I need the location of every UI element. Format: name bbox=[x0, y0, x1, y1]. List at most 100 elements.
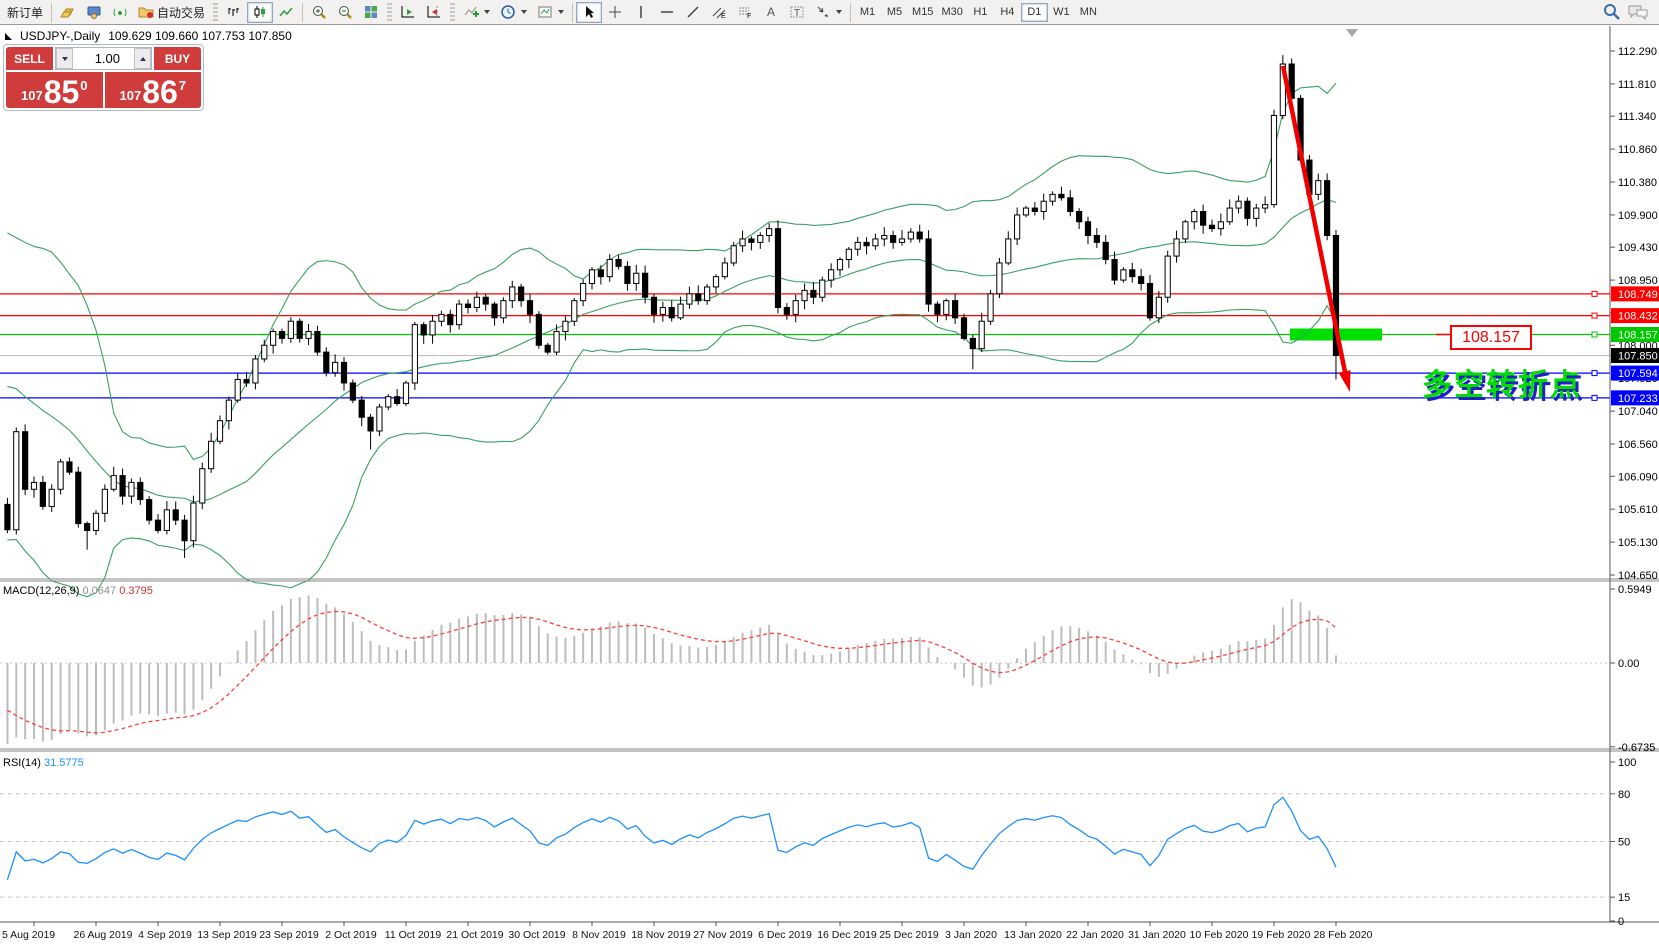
template-icon bbox=[538, 6, 552, 18]
toolbar-separator bbox=[51, 2, 53, 22]
red-down-arrow[interactable] bbox=[1280, 65, 1351, 392]
search-icon[interactable] bbox=[1603, 3, 1621, 21]
svg-text:112.290: 112.290 bbox=[1618, 46, 1657, 58]
fibonacci-tool-button[interactable]: F bbox=[732, 2, 758, 23]
svg-text:10 Feb 2020: 10 Feb 2020 bbox=[1189, 929, 1248, 941]
svg-text:-0.6735: -0.6735 bbox=[1618, 742, 1655, 754]
svg-text:110.860: 110.860 bbox=[1618, 144, 1657, 156]
equidistant-channel-icon: E bbox=[712, 7, 726, 20]
line-chart-button[interactable] bbox=[273, 2, 299, 23]
svg-text:16 Dec 2019: 16 Dec 2019 bbox=[817, 929, 877, 941]
svg-text:F: F bbox=[747, 13, 751, 20]
price-badge: 107.594 bbox=[1611, 365, 1659, 381]
svg-text:18 Nov 2019: 18 Nov 2019 bbox=[631, 929, 691, 941]
chart-shift-marker[interactable] bbox=[1346, 29, 1358, 37]
signals-button[interactable] bbox=[107, 2, 133, 23]
volume-decrease-button[interactable] bbox=[56, 48, 73, 69]
svg-text:0: 0 bbox=[1618, 916, 1624, 928]
svg-text:104.650: 104.650 bbox=[1618, 570, 1658, 582]
chart-expand-icon[interactable] bbox=[5, 32, 12, 40]
rsi-indicator-label: RSI(14) 31.5775 bbox=[3, 757, 84, 769]
dropdown-caret-icon bbox=[521, 10, 528, 14]
buy-price-button[interactable]: 107 86 7 bbox=[104, 72, 201, 108]
new-order-button[interactable]: 新订单 bbox=[2, 2, 48, 23]
text-label-tool-button[interactable]: T bbox=[784, 2, 810, 23]
signal-broadcast-icon bbox=[113, 8, 127, 17]
chinese-annotation[interactable]: 多空转折点 bbox=[1422, 368, 1582, 403]
sell-price-button[interactable]: 107 85 0 bbox=[6, 72, 103, 108]
text-icon: A bbox=[767, 5, 775, 19]
timeframe-W1[interactable]: W1 bbox=[1048, 3, 1075, 22]
svg-text:0.5949: 0.5949 bbox=[1618, 584, 1652, 596]
channel-tool-button[interactable]: E bbox=[706, 2, 732, 23]
one-click-trading-panel: SELL 1.00 BUY 107 85 0 107 86 7 bbox=[3, 44, 204, 111]
vertical-line-tool-button[interactable] bbox=[628, 2, 654, 23]
svg-text:22 Jan 2020: 22 Jan 2020 bbox=[1066, 929, 1124, 941]
price-axis: 112.290 111.810 111.340 110.860 110.380 109.9… bbox=[1610, 46, 1659, 928]
up-arrow-icon bbox=[139, 56, 146, 61]
chart-shift-button[interactable] bbox=[421, 2, 447, 23]
volume-increase-button[interactable] bbox=[134, 48, 151, 69]
bollinger-upper-band bbox=[7, 82, 1337, 461]
bar-chart-button[interactable] bbox=[221, 2, 247, 23]
zoom-out-button[interactable] bbox=[332, 2, 358, 23]
line-handle[interactable] bbox=[1591, 370, 1598, 377]
price-level-callout[interactable]: 108.157 bbox=[1450, 325, 1532, 350]
tile-windows-button[interactable] bbox=[358, 2, 384, 23]
svg-text:A: A bbox=[767, 5, 775, 19]
crosshair-tool-button[interactable] bbox=[602, 2, 628, 23]
toolbar-grip bbox=[450, 3, 456, 21]
arrows-icon bbox=[817, 6, 829, 17]
bar-chart-icon bbox=[228, 8, 240, 16]
svg-text:26 Aug 2019: 26 Aug 2019 bbox=[74, 929, 133, 941]
svg-text:13 Jan 2020: 13 Jan 2020 bbox=[1004, 929, 1062, 941]
timeframe-H4[interactable]: H4 bbox=[994, 3, 1021, 22]
cursor-tool-button[interactable] bbox=[576, 1, 603, 23]
svg-text:50: 50 bbox=[1618, 837, 1630, 849]
svg-text:107.040: 107.040 bbox=[1618, 406, 1658, 418]
text-label-icon: T bbox=[790, 6, 804, 19]
timeframe-H1[interactable]: H1 bbox=[967, 3, 994, 22]
timeframe-M15[interactable]: M15 bbox=[908, 3, 937, 22]
arrows-tool-button[interactable] bbox=[810, 2, 847, 23]
templates-button[interactable] bbox=[532, 2, 569, 23]
volume-input[interactable]: 1.00 bbox=[94, 51, 120, 66]
line-handle[interactable] bbox=[1591, 312, 1598, 319]
svg-text:4 Sep 2019: 4 Sep 2019 bbox=[138, 929, 192, 941]
autotrading-button[interactable]: 自动交易 bbox=[133, 2, 210, 23]
dropdown-caret-icon bbox=[484, 10, 491, 14]
svg-text:19 Feb 2020: 19 Feb 2020 bbox=[1251, 929, 1310, 941]
text-tool-button[interactable]: A bbox=[758, 2, 784, 23]
market-gold-icon[interactable] bbox=[55, 2, 81, 23]
line-handle[interactable] bbox=[1591, 290, 1598, 297]
ohlc-values: 109.629 109.660 107.753 107.850 bbox=[108, 29, 292, 43]
svg-text:110.380: 110.380 bbox=[1618, 177, 1657, 189]
periods-button[interactable] bbox=[495, 2, 532, 23]
toolbar-grip bbox=[213, 3, 219, 21]
timeframe-D1[interactable]: D1 bbox=[1020, 2, 1048, 22]
time-axis: 5 Aug 2019 26 Aug 2019 4 Sep 2019 13 Sep 20… bbox=[2, 922, 1373, 941]
horizontal-line-tool-button[interactable] bbox=[654, 2, 680, 23]
svg-text:25 Dec 2019: 25 Dec 2019 bbox=[879, 929, 939, 941]
community-button[interactable] bbox=[81, 2, 107, 23]
line-handle[interactable] bbox=[1591, 394, 1598, 401]
timeframe-bar: M1 M5 M15 M30 H1 H4 D1 W1 MN bbox=[854, 2, 1102, 22]
timeframe-M5[interactable]: M5 bbox=[881, 3, 908, 22]
auto-scroll-button[interactable] bbox=[395, 2, 421, 23]
svg-text:108.157: 108.157 bbox=[1618, 329, 1658, 341]
candlestick-chart-button[interactable] bbox=[247, 1, 274, 23]
line-handle[interactable] bbox=[1591, 331, 1598, 338]
timeframe-M30[interactable]: M30 bbox=[937, 3, 966, 22]
timeframe-MN[interactable]: MN bbox=[1075, 3, 1102, 22]
vertical-line-icon bbox=[640, 6, 642, 18]
indicators-button[interactable] bbox=[458, 2, 495, 23]
sell-button[interactable]: SELL bbox=[6, 47, 53, 70]
zoom-in-button[interactable] bbox=[306, 2, 332, 23]
price-badge: 107.233 bbox=[1611, 390, 1659, 406]
buy-button[interactable]: BUY bbox=[154, 47, 201, 70]
timeframe-M1[interactable]: M1 bbox=[854, 3, 881, 22]
chat-icon[interactable] bbox=[1627, 3, 1649, 21]
svg-text:109.430: 109.430 bbox=[1618, 242, 1658, 254]
trendline-tool-button[interactable] bbox=[680, 2, 706, 23]
